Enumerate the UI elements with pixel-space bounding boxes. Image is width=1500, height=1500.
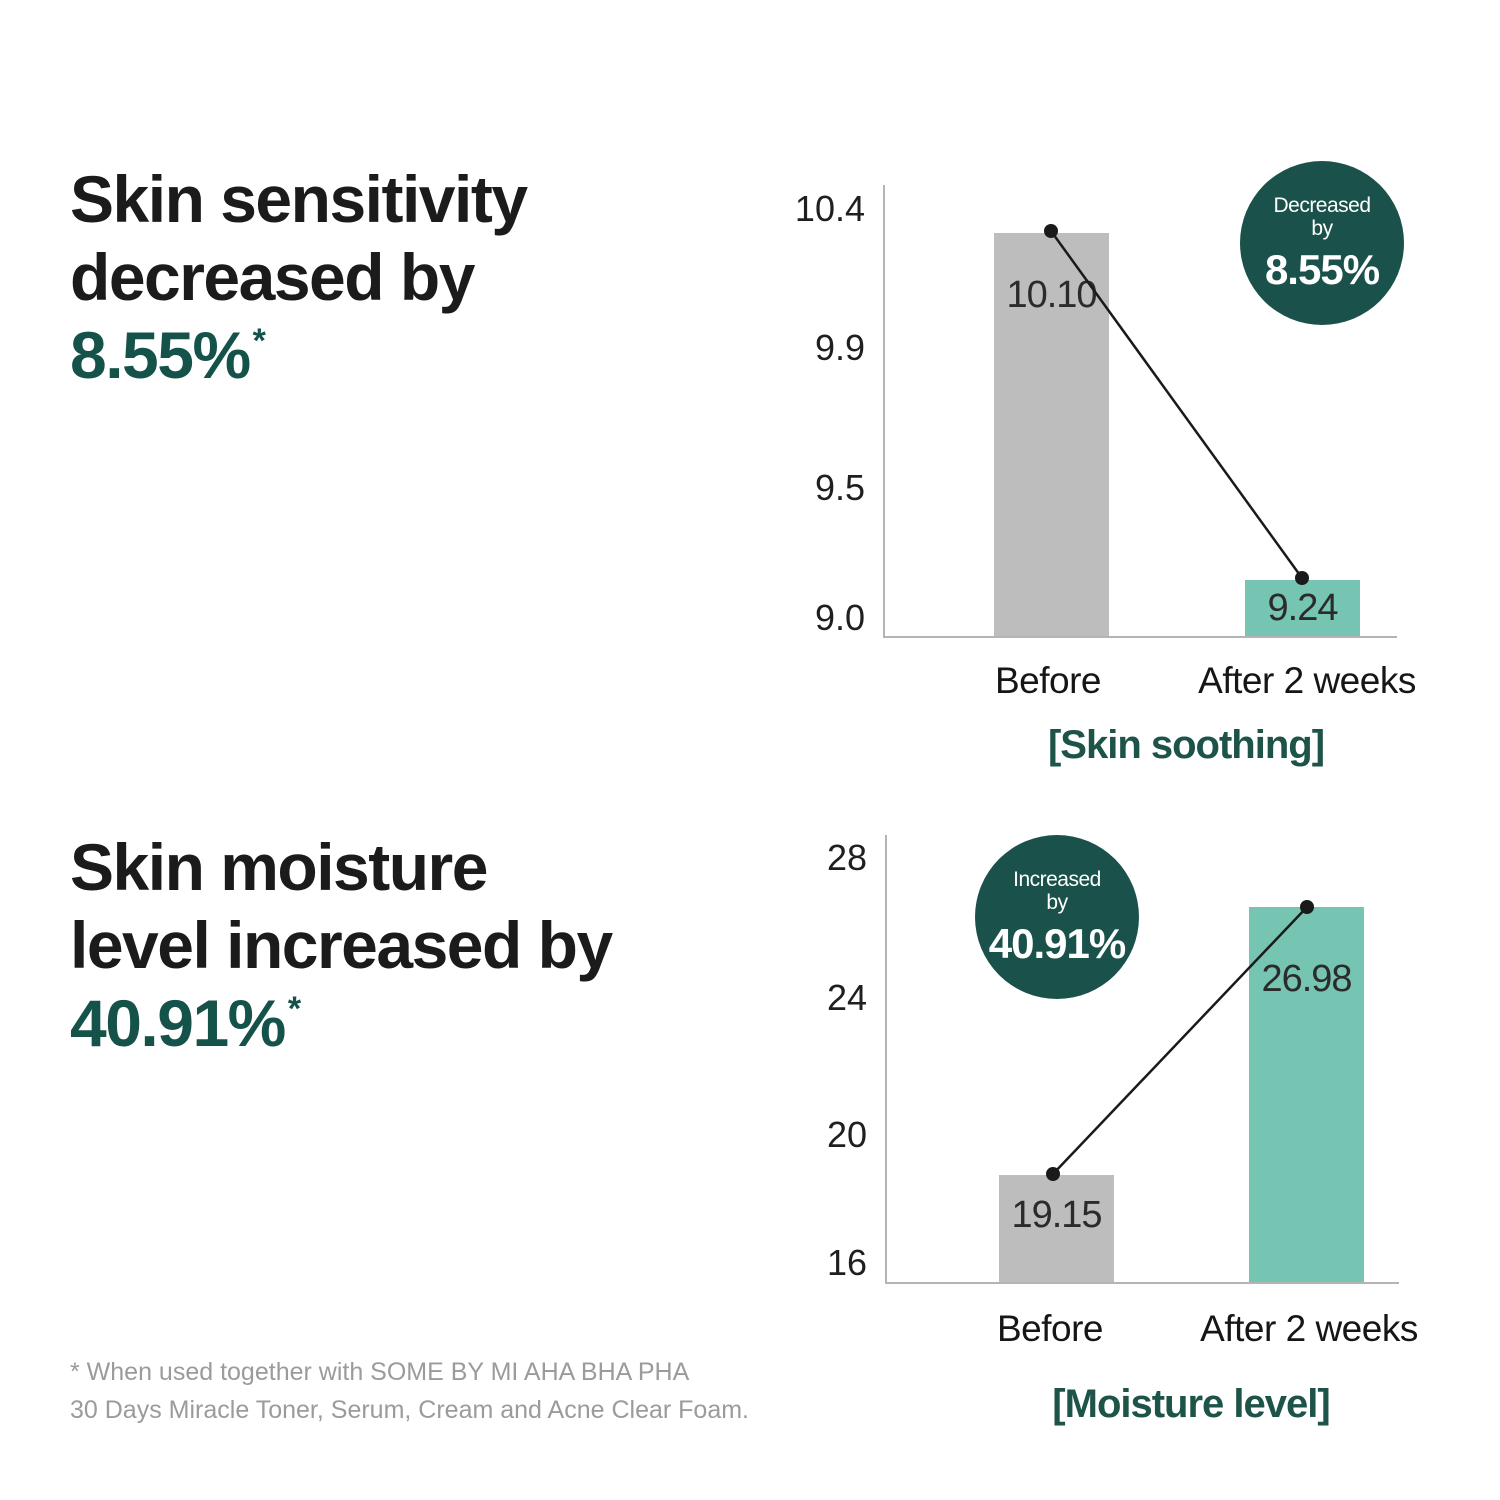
data-point-dot (1300, 900, 1314, 914)
y-tick: 20 (826, 1114, 867, 1155)
chart-caption: [Moisture level] (1052, 1382, 1330, 1426)
after-bar: 26.98 (1249, 906, 1364, 1282)
data-point-dot (1046, 1167, 1060, 1181)
y-tick: 10.4 (794, 188, 865, 229)
badge-percent: 8.55% (1264, 245, 1380, 293)
percent-increase-value: 40.91% (70, 986, 286, 1060)
heading-accent-line: 8.55%* (70, 316, 527, 406)
bar-value-label: 19.15 (1011, 1194, 1102, 1237)
y-tick: 24 (826, 977, 867, 1018)
badge-text: Decreased (1273, 193, 1371, 217)
decrease-badge: Decreased by 8.55% (1240, 161, 1404, 325)
x-label-after: After 2 weeks (1200, 1308, 1418, 1349)
badge-text: Increased (1013, 867, 1101, 891)
connector-line (1049, 230, 1304, 579)
data-point-dot (1044, 224, 1058, 238)
heading-line: decreased by (70, 240, 475, 314)
badge-text: by (1311, 216, 1333, 240)
moisture-level-chart: 28 24 20 16 19.15 26.98 Increased by 40.… (827, 835, 1418, 1426)
x-label-before: Before (994, 660, 1102, 701)
badge-percent: 40.91% (988, 919, 1126, 967)
asterisk-mark: * (287, 990, 301, 1028)
asterisk-mark: * (252, 322, 266, 360)
bar-value-label: 10.10 (1006, 274, 1097, 317)
y-tick: 28 (826, 837, 867, 878)
increase-badge: Increased by 40.91% (975, 835, 1139, 999)
skin-sensitivity-heading: Skin sensitivity decreased by 8.55%* (70, 160, 528, 406)
connector-overlay (1046, 900, 1314, 1181)
connector-overlay (1044, 224, 1309, 585)
x-label-after: After 2 weeks (1198, 660, 1416, 701)
before-bar: 10.10 (994, 233, 1109, 636)
skin-soothing-chart: 10.4 9.9 9.5 9.0 10.10 9.24 Decreased by… (795, 161, 1416, 767)
connector-line (1052, 906, 1308, 1175)
y-tick: 16 (826, 1242, 867, 1283)
bar-value-label: 9.24 (1267, 587, 1339, 630)
percent-decrease-value: 8.55% (70, 318, 251, 392)
after-bar: 9.24 (1245, 580, 1360, 636)
footnote-line: 30 Days Miracle Toner, Serum, Cream and … (70, 1396, 749, 1424)
heading-line: Skin moisture (70, 830, 488, 904)
chart-caption: [Skin soothing] (1047, 723, 1325, 767)
y-tick: 9.5 (814, 467, 865, 508)
y-tick: 9.9 (814, 327, 865, 368)
data-point-dot (1295, 571, 1309, 585)
x-label-before: Before (996, 1308, 1104, 1349)
heading-line: Skin sensitivity (70, 162, 528, 236)
footnote-line: * When used together with SOME BY MI AHA… (70, 1358, 690, 1386)
before-bar: 19.15 (999, 1175, 1114, 1282)
badge-text: by (1046, 890, 1068, 914)
skin-moisture-heading: Skin moisture level increased by 40.91%* (70, 828, 613, 1074)
bar-value-label: 26.98 (1261, 957, 1352, 1000)
y-tick: 9.0 (814, 597, 865, 638)
heading-accent-line: 40.91%* (70, 984, 612, 1074)
heading-line: level increased by (70, 908, 613, 982)
footnote: * When used together with SOME BY MI AHA… (70, 1353, 749, 1429)
